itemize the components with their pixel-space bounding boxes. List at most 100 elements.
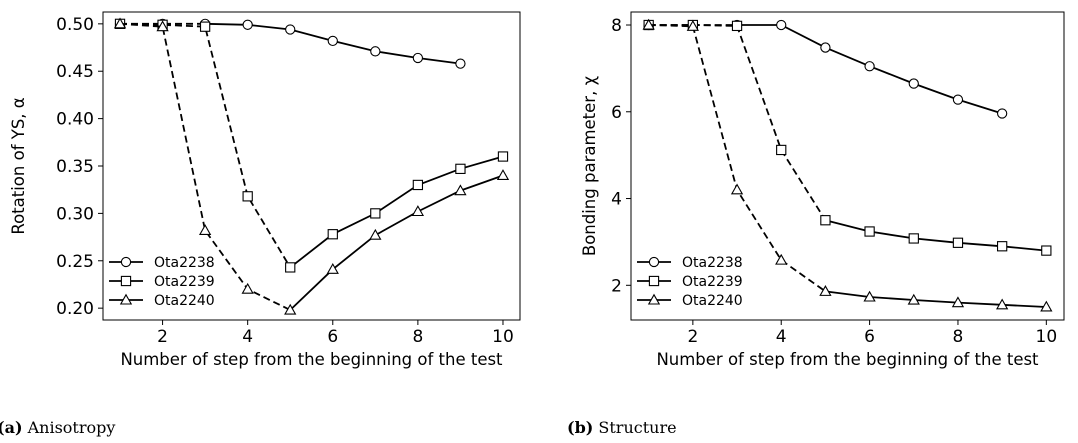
- data-point-triangle: [819, 285, 832, 296]
- data-point-square: [952, 237, 964, 248]
- data-point-triangle: [496, 169, 510, 181]
- data-point-triangle: [326, 262, 339, 274]
- series-line-solid: [289, 174, 504, 311]
- series-line-solid: [825, 219, 1047, 252]
- data-point-square: [731, 20, 743, 32]
- series-ota2240: [113, 17, 510, 315]
- data-point-square: [412, 179, 424, 191]
- x-tick-label: 4: [776, 327, 787, 347]
- caption-a-text: Anisotropy: [22, 418, 116, 437]
- legend-marker-square: [120, 275, 132, 287]
- data-point-triangle: [113, 17, 127, 29]
- legend-marker-circle: [648, 256, 660, 268]
- data-point-triangle: [198, 224, 212, 235]
- series-line-dashed: [119, 22, 291, 311]
- data-point-square: [370, 208, 381, 219]
- data-point-square: [199, 21, 211, 32]
- x-tick-label: 10: [1036, 327, 1058, 347]
- x-tick-label: 6: [864, 327, 875, 347]
- data-point-triangle: [907, 293, 920, 305]
- data-point-square: [455, 163, 466, 174]
- x-axis-label: Number of step from the beginning of the…: [656, 350, 1039, 369]
- data-point-square: [996, 241, 1008, 252]
- data-point-circle: [952, 94, 964, 105]
- legend: Ota2238 Ota2239 Ota2240: [637, 255, 743, 309]
- caption-anisotropy: (a) Anisotropy: [0, 418, 115, 437]
- caption-a-label: (a): [0, 418, 23, 437]
- series-line-solid: [289, 155, 504, 269]
- series-ota2239: [114, 18, 509, 273]
- data-point-circle: [285, 24, 296, 35]
- data-point-circle: [242, 19, 253, 30]
- y-axis-label: Rotation of YS, α: [9, 97, 28, 234]
- series-ota2239: [643, 19, 1052, 256]
- data-point-circle: [996, 108, 1008, 119]
- data-point-triangle: [642, 18, 655, 30]
- legend: Ota2238 Ota2239 Ota2240: [109, 255, 215, 309]
- data-point-triangle: [775, 253, 788, 265]
- data-point-triangle: [284, 303, 297, 315]
- data-point-triangle: [686, 19, 699, 31]
- data-point-triangle: [996, 298, 1009, 310]
- data-point-triangle: [411, 205, 425, 217]
- data-point-triangle: [1040, 300, 1053, 312]
- chart-panel-anisotropy: 2 4 6 8 10 0.20 0.25 0.30 0.35 0.40 0.45 0.50 Number…: [9, 11, 521, 369]
- y-tick-label: 8: [611, 16, 622, 36]
- data-point-triangle: [951, 296, 965, 308]
- data-point-circle: [412, 52, 424, 64]
- legend-marker-triangle: [119, 293, 133, 305]
- series-line-dashed: [119, 22, 291, 268]
- legend-marker-square: [648, 275, 660, 287]
- caption-b-text: Structure: [593, 418, 677, 437]
- data-point-circle: [327, 35, 338, 47]
- x-tick-label: 6: [327, 327, 338, 347]
- y-tick-label: 2: [611, 276, 622, 296]
- series-line-solid: [825, 290, 1047, 308]
- data-point-circle: [908, 78, 919, 89]
- series-ota2240: [642, 18, 1053, 312]
- data-point-triangle: [863, 290, 876, 302]
- legend-label: Ota2238: [154, 255, 215, 271]
- legend-label: Ota2240: [682, 293, 743, 309]
- caption-structure: (b) Structure: [567, 418, 677, 437]
- series-line-dashed: [648, 24, 826, 293]
- data-point-circle: [820, 42, 831, 53]
- y-tick-label: 4: [611, 190, 622, 210]
- x-tick-label: 4: [242, 327, 253, 347]
- x-tick-label: 2: [157, 327, 168, 347]
- legend-marker-circle: [120, 256, 132, 268]
- data-point-triangle: [156, 20, 169, 32]
- y-tick-label: 6: [611, 103, 622, 123]
- data-point-square: [285, 262, 296, 273]
- x-tick-label: 2: [687, 327, 698, 347]
- y-tick-label: 0.50: [56, 15, 94, 35]
- series-ota2238: [643, 19, 1008, 119]
- legend-label: Ota2239: [682, 274, 743, 290]
- y-tick-label: 0.35: [56, 157, 94, 177]
- y-axis-label: Bonding parameter, χ: [580, 75, 599, 256]
- data-point-square: [908, 233, 919, 244]
- legend-label: Ota2240: [154, 293, 215, 309]
- data-point-square: [1041, 245, 1052, 256]
- x-tick-label: 8: [412, 327, 423, 347]
- y-tick-label: 0.20: [56, 299, 94, 319]
- y-tick-label: 0.30: [56, 204, 94, 224]
- data-point-square: [327, 229, 338, 240]
- x-tick-label: 8: [953, 327, 964, 347]
- data-point-circle: [864, 61, 875, 72]
- data-point-circle: [455, 58, 466, 69]
- x-tick-label: 10: [492, 327, 514, 347]
- data-point-square: [820, 215, 831, 226]
- data-point-circle: [370, 46, 381, 57]
- data-point-triangle: [454, 184, 467, 196]
- legend-label: Ota2239: [154, 274, 215, 290]
- data-point-circle: [776, 19, 787, 31]
- y-tick-label: 0.45: [56, 62, 94, 82]
- plot-frame: [630, 11, 1065, 321]
- y-tick-label: 0.25: [56, 252, 94, 272]
- caption-b-label: (b): [567, 418, 594, 437]
- data-point-triangle: [369, 228, 382, 240]
- data-point-square: [242, 191, 253, 202]
- data-point-square: [864, 226, 875, 237]
